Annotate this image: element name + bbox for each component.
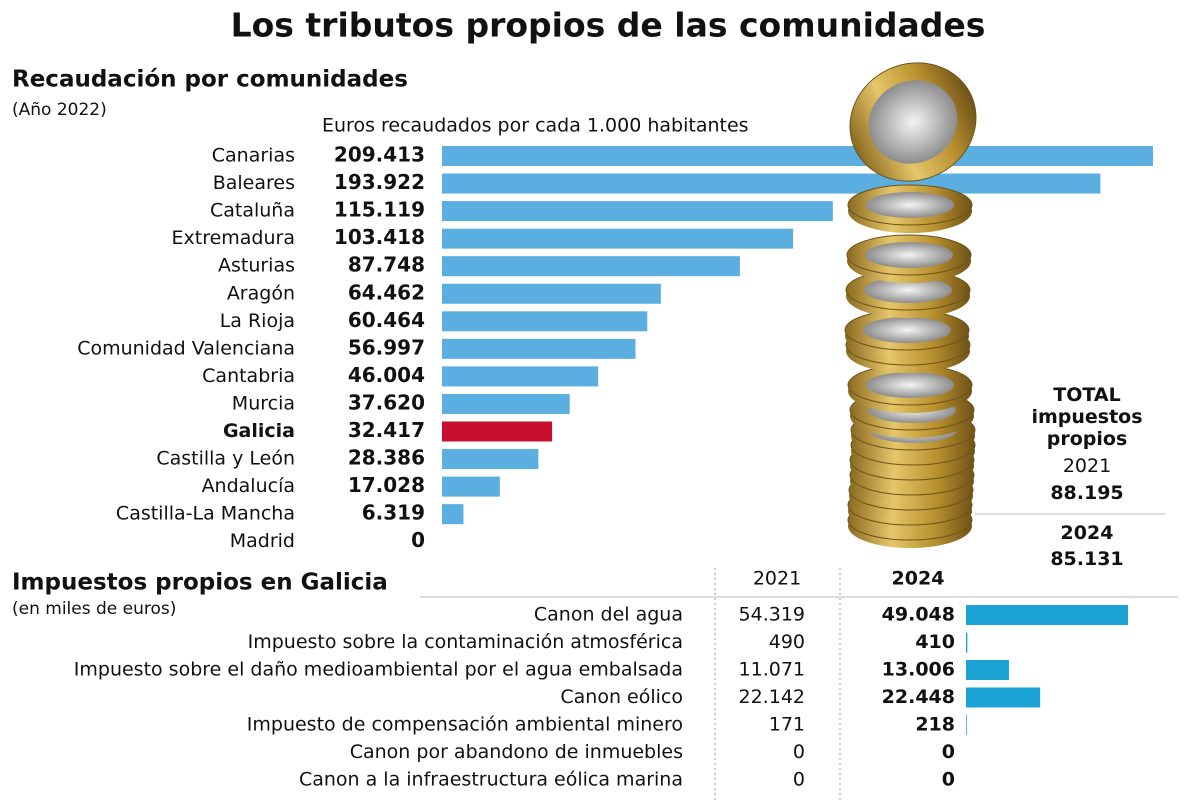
value-label: 28.386 <box>348 446 425 470</box>
bar <box>442 228 794 249</box>
total-title: TOTAL impuestos propios <box>1031 384 1143 450</box>
chart-title: Impuestos propios en Galicia <box>12 570 388 596</box>
axis-label: Euros recaudados por cada 1.000 habitant… <box>322 115 749 137</box>
bar <box>442 338 636 359</box>
category-label: Murcia <box>232 392 295 414</box>
bar <box>966 715 967 735</box>
category-label: Canon del agua <box>534 604 683 626</box>
value-label: 32.417 <box>348 418 425 442</box>
bar <box>442 393 570 414</box>
bar <box>966 632 968 653</box>
coin-center <box>864 277 952 303</box>
chart-subtitle: (en miles de euros) <box>12 599 176 619</box>
coin-center <box>866 372 954 398</box>
chart-subtitle: (Año 2022) <box>12 100 107 120</box>
category-label: Castilla-La Mancha <box>116 503 295 525</box>
value-label: 171 <box>769 714 805 736</box>
bar <box>442 201 833 222</box>
bar <box>442 146 1153 166</box>
value-label: 218 <box>915 714 955 736</box>
column-header: 2024 <box>892 568 945 590</box>
category-label: Cantabria <box>202 365 295 387</box>
bar <box>442 283 661 304</box>
value-label: 49.048 <box>882 604 955 626</box>
title: Los tributos propios de las comunidades <box>231 6 986 45</box>
category-label: Galicia <box>223 420 295 442</box>
bar <box>442 504 464 525</box>
coin-center <box>866 192 954 218</box>
category-label: Andalucía <box>202 475 295 497</box>
value-label: 490 <box>769 631 805 653</box>
value-label: 54.319 <box>739 604 805 626</box>
category-label: Castilla y León <box>156 448 295 470</box>
chart-title: Recaudación por comunidades <box>12 67 408 93</box>
value-label: 103.418 <box>334 225 425 249</box>
category-label: La Rioja <box>220 310 295 332</box>
bar <box>442 421 553 442</box>
total-value: 88.195 <box>1050 482 1124 504</box>
value-label: 193.922 <box>334 170 425 194</box>
value-label: 0 <box>793 769 805 791</box>
value-label: 87.748 <box>348 253 425 277</box>
value-label: 115.119 <box>334 198 425 222</box>
category-label: Canarias <box>212 145 295 167</box>
category-label: Extremadura <box>172 227 296 249</box>
value-label: 0 <box>793 741 805 763</box>
value-label: 64.462 <box>348 280 425 304</box>
bar <box>442 366 599 387</box>
category-label: Aragón <box>227 282 295 304</box>
category-label: Cataluña <box>210 200 295 222</box>
category-label: Madrid <box>230 530 295 552</box>
value-label: 13.006 <box>882 659 955 681</box>
value-label: 0 <box>411 528 425 552</box>
value-label: 0 <box>942 769 955 791</box>
coin-top-center <box>868 80 958 164</box>
category-label: Comunidad Valenciana <box>77 337 295 359</box>
value-label: 11.071 <box>739 659 805 681</box>
bar <box>442 449 539 470</box>
bar <box>442 476 500 497</box>
value-label: 6.319 <box>362 501 425 525</box>
category-label: Canon eólico <box>560 686 683 708</box>
value-label: 22.142 <box>739 686 805 708</box>
coin-center <box>865 242 953 268</box>
category-label: Baleares <box>213 172 295 194</box>
value-label: 17.028 <box>348 473 425 497</box>
category-label: Impuesto sobre la contaminación atmosfér… <box>248 631 683 653</box>
value-label: 37.620 <box>348 390 425 414</box>
category-label: Asturias <box>218 255 295 277</box>
bar <box>966 660 1009 680</box>
column-header: 2021 <box>753 568 801 590</box>
coin-center <box>863 317 951 343</box>
total-year: 2024 <box>1060 522 1114 544</box>
total-year: 2021 <box>1062 455 1112 477</box>
value-label: 209.413 <box>334 143 425 167</box>
coin-stack <box>844 62 977 548</box>
category-label: Impuesto de compensación ambiental miner… <box>247 714 683 736</box>
total-value: 85.131 <box>1050 548 1124 570</box>
value-label: 56.997 <box>348 335 425 359</box>
bar <box>442 256 740 277</box>
category-label: Canon por abandono de inmuebles <box>350 741 683 763</box>
value-label: 410 <box>915 631 955 653</box>
bar <box>442 311 648 332</box>
value-label: 46.004 <box>348 363 425 387</box>
bar <box>966 605 1128 625</box>
value-label: 0 <box>942 741 955 763</box>
bar <box>442 173 1101 194</box>
category-label: Impuesto sobre el daño medioambiental po… <box>74 659 683 681</box>
value-label: 22.448 <box>882 686 955 708</box>
bar <box>966 687 1041 708</box>
value-label: 60.464 <box>348 308 425 332</box>
category-label: Canon a la infraestructura eólica marina <box>299 769 683 791</box>
bars <box>442 146 1153 735</box>
